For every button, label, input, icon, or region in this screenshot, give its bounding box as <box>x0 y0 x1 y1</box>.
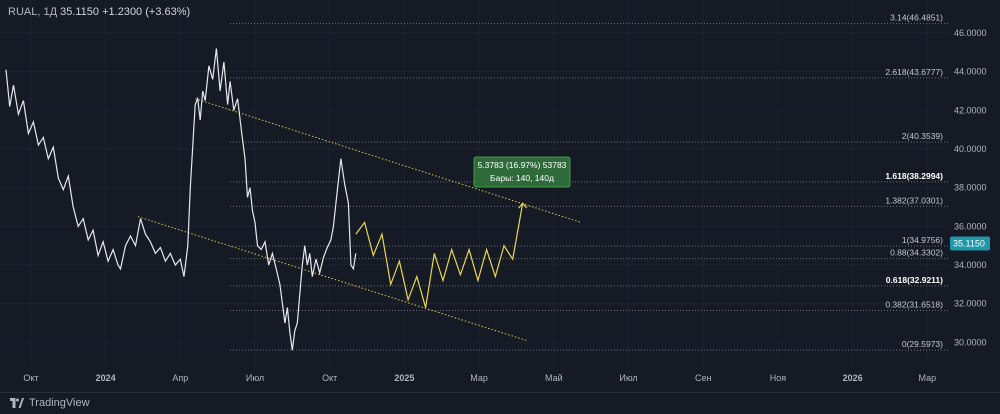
tradingview-logo-icon <box>10 398 24 408</box>
fib-level-label: 0.618(32.9211) <box>886 275 943 285</box>
fib-level-label: 1.618(38.2994) <box>885 171 943 181</box>
fibonacci-levels[interactable]: 0(29.5973) 0.382(31.6518) 0.618(32.9211) 0.… <box>230 13 948 351</box>
price-tick-label: 40.0000 <box>954 144 987 154</box>
symbol-label[interactable]: RUAL, 1Д <box>8 6 58 18</box>
price-tick-label: 42.0000 <box>954 105 987 115</box>
measure-bars-label: Бары: 140, 140д <box>490 173 554 183</box>
time-tick-label: 2026 <box>843 373 863 383</box>
price-tick-label: 34.0000 <box>954 260 987 270</box>
time-tick-label: Сен <box>695 373 712 383</box>
measure-tool[interactable]: 5.3783 (16.97%) 53783 Бары: 140, 140д <box>473 156 571 209</box>
fib-level-label: 0(29.5973) <box>902 339 943 349</box>
arrow-head-icon <box>518 202 528 209</box>
price-tick-label: 36.0000 <box>954 221 987 231</box>
time-tick-label: Май <box>545 373 563 383</box>
time-tick-label: 2025 <box>394 373 414 383</box>
symbol-legend: RUAL, 1Д 35.1150 +1.2300 (+3.63%) <box>8 6 190 18</box>
fib-level-label: 1(34.9756) <box>902 235 943 245</box>
last-price: 35.1150 <box>60 6 100 18</box>
time-tick-label: Мар <box>918 373 936 383</box>
channel-line[interactable] <box>195 98 582 223</box>
time-tick-label: Июл <box>246 373 264 383</box>
price-tick-label: 32.0000 <box>954 299 987 309</box>
time-axis[interactable]: Окт 2024 Апр Июл Окт 2025 Мар Май Июл Сен Ноя 2026 М… <box>23 373 936 383</box>
time-tick-label: Ноя <box>770 373 787 383</box>
brand-name: TradingView <box>29 397 90 409</box>
channel-line[interactable] <box>137 216 527 341</box>
price-tick-label: 30.0000 <box>954 337 987 347</box>
measure-box[interactable] <box>473 156 571 188</box>
time-tick-label: Июл <box>619 373 637 383</box>
price-line <box>5 48 357 351</box>
time-tick-label: 2024 <box>96 373 116 383</box>
price-change: +1.2300 (+3.63%) <box>102 6 191 18</box>
fib-level-label: 1.382(37.0301) <box>885 195 943 205</box>
time-tick-label: Апр <box>172 373 188 383</box>
fib-level-label: 2.618(43.6777) <box>885 67 943 77</box>
chart-grid <box>0 0 948 366</box>
fib-level-label: 0.382(31.6518) <box>885 299 943 309</box>
price-tick-label: 38.0000 <box>954 183 987 193</box>
fib-level-label: 0.88(34.3302) <box>890 248 943 258</box>
fib-level-label: 2(40.3539) <box>902 131 943 141</box>
projection-line[interactable] <box>355 202 524 308</box>
price-axis[interactable]: 30.0000 32.0000 34.0000 36.0000 38.0000 40.00… <box>950 28 990 347</box>
price-tick-label: 46.0000 <box>954 28 987 38</box>
price-tick-label: 44.0000 <box>954 67 987 77</box>
current-price-label: 35.1150 <box>953 238 985 248</box>
measure-change-label: 5.3783 (16.97%) 53783 <box>478 160 567 170</box>
current-price-badge <box>950 236 990 251</box>
time-tick-label: Мар <box>470 373 488 383</box>
trend-channel[interactable] <box>137 98 582 341</box>
time-tick-label: Окт <box>322 373 337 383</box>
brand[interactable]: TradingView <box>10 397 90 409</box>
footer-bar: TradingView <box>0 392 1000 414</box>
time-tick-label: Окт <box>23 373 38 383</box>
fib-level-label: 3.14(46.4851) <box>890 13 943 23</box>
